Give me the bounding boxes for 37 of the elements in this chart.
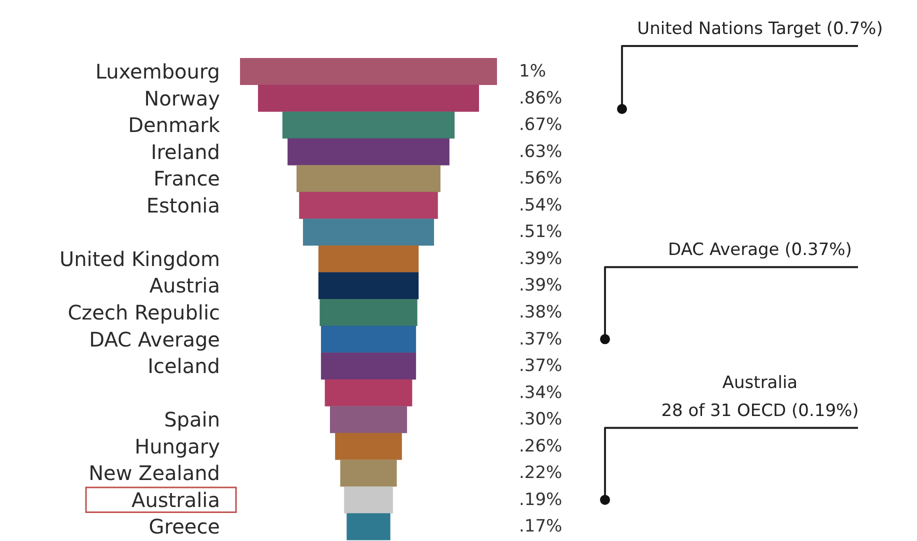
data-label: .17% [519, 516, 562, 537]
data-label: .26% [519, 436, 562, 456]
data-label: .51% [519, 222, 562, 242]
data-label: .56% [519, 168, 562, 189]
category-label: Estonia [146, 193, 220, 218]
data-label: .37% [519, 356, 562, 376]
data-label: .38% [519, 302, 562, 322]
text: United Nations Target (0.7%) [637, 19, 883, 39]
data-label: .63% [519, 142, 562, 162]
category-label: United Kingdom [59, 246, 220, 271]
category-label: Iceland [148, 354, 220, 378]
data-label: 1% [519, 62, 546, 82]
data-label: .54% [519, 195, 562, 216]
data-label: .39% [519, 276, 562, 296]
category-label: New Zealand [88, 461, 220, 486]
category-label: France [153, 166, 220, 191]
category-label: Hungary [134, 434, 220, 458]
text: Australia 28 of 31 OECD (0.19%) [661, 372, 859, 421]
category-label: DAC Average [89, 327, 220, 352]
category-label: Norway [144, 86, 220, 110]
text: DAC Average (0.37%) [668, 240, 852, 260]
data-label: .39% [519, 248, 562, 269]
category-label: Greece [148, 514, 220, 539]
data-label: .30% [519, 410, 562, 430]
data-label: .67% [519, 115, 562, 136]
category-label: Spain [164, 408, 220, 432]
data-label: .19% [519, 490, 562, 510]
category-label: Denmark [128, 113, 220, 138]
category-label: Australia [132, 488, 220, 512]
data-label: .34% [519, 382, 562, 403]
data-label: .22% [519, 463, 562, 484]
category-label: Ireland [150, 140, 220, 164]
category-label: Austria [149, 274, 220, 298]
category-label: Czech Republic [68, 300, 220, 324]
category-label: Luxembourg [95, 59, 220, 84]
data-label: .37% [519, 329, 562, 350]
data-label: .86% [519, 88, 562, 108]
